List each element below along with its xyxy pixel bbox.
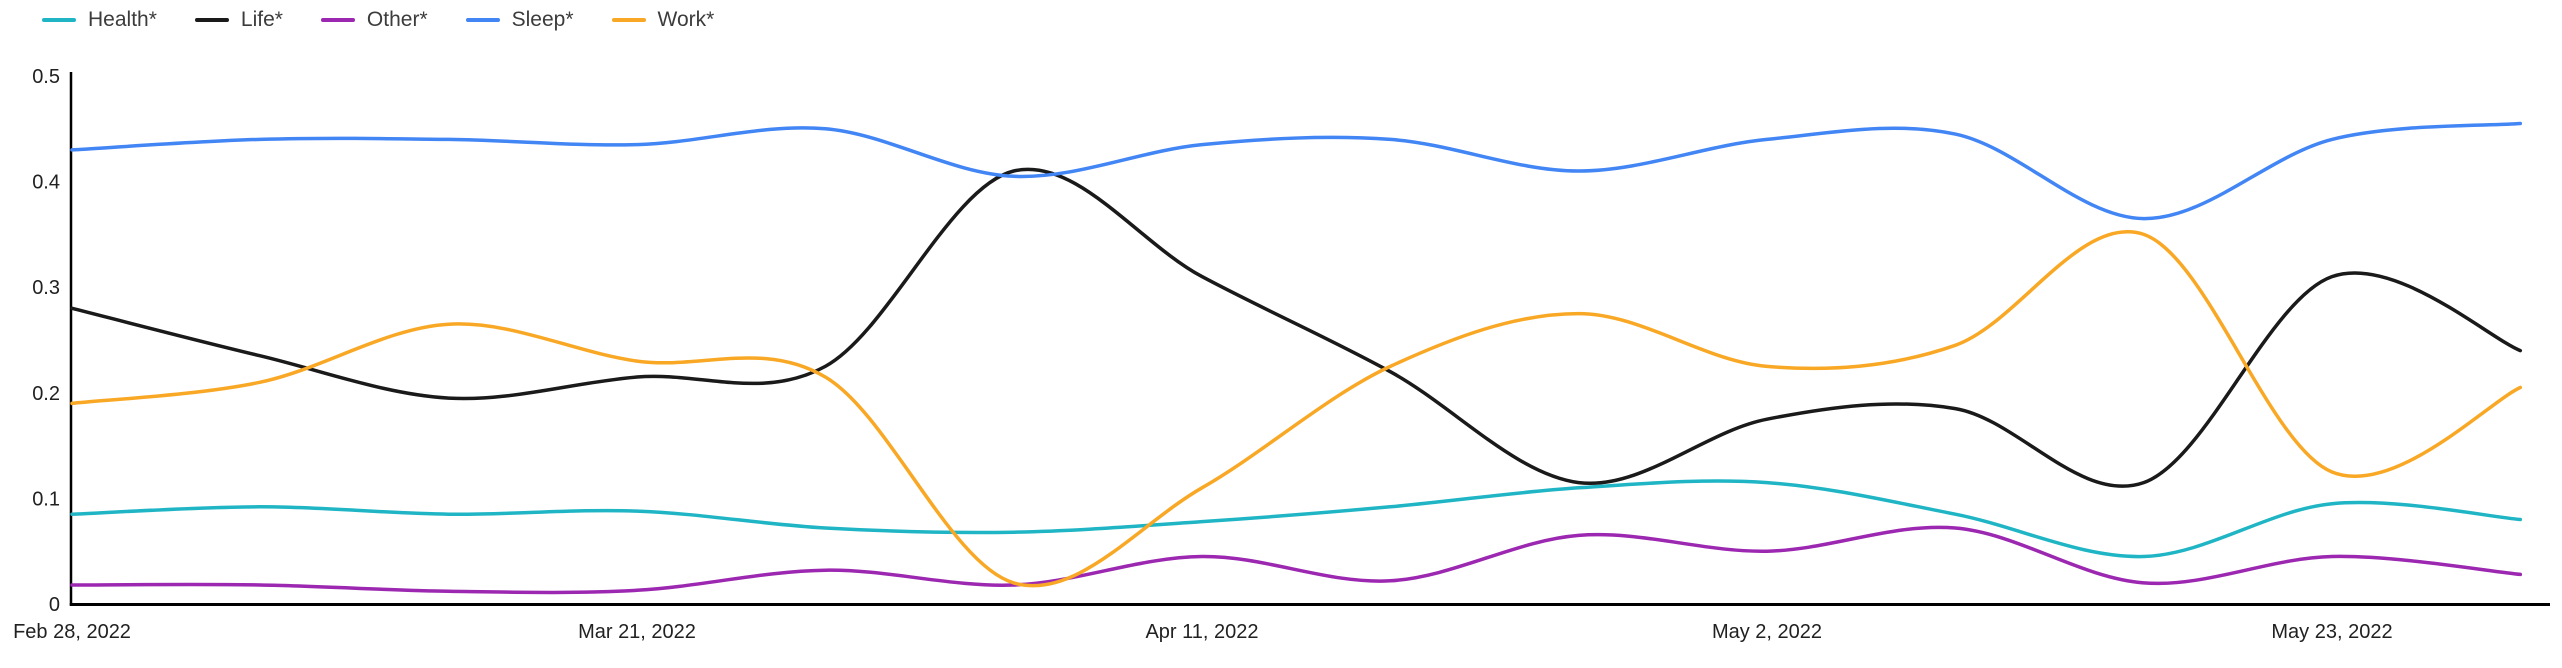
work-line-swatch-icon: [611, 18, 646, 22]
x-tick-label: Feb 28, 2022: [13, 621, 131, 643]
y-tick-label: 0.5: [32, 66, 60, 88]
series-line-life: [70, 167, 2523, 488]
series-line-work: [70, 230, 2523, 588]
y-tick-label: 0.1: [32, 488, 60, 510]
legend-item-health[interactable]: Health*: [42, 8, 157, 32]
legend-label-life: Life*: [240, 8, 283, 31]
legend-label-sleep: Sleep*: [511, 8, 574, 31]
legend-item-work[interactable]: Work*: [611, 8, 715, 32]
life-line-swatch-icon: [194, 18, 229, 22]
x-tick-label: May 23, 2022: [2271, 621, 2392, 643]
legend-label-work: Work*: [657, 8, 715, 31]
y-tick-label: 0.3: [32, 277, 60, 299]
series-line-other: [70, 525, 2523, 595]
legend-item-other[interactable]: Other*: [320, 8, 428, 32]
x-tick-label: May 2, 2022: [1712, 621, 1822, 643]
legend-label-other: Other*: [366, 8, 428, 31]
series-line-sleep: [70, 121, 2523, 221]
x-tick-label: Mar 21, 2022: [578, 621, 696, 643]
legend: Health* Life* Other* Sleep* Work*: [42, 8, 714, 32]
y-tick-label: 0: [49, 594, 60, 616]
x-tick-label: Apr 11, 2022: [1145, 621, 1258, 643]
series-line-health: [70, 479, 2523, 559]
legend-item-sleep[interactable]: Sleep*: [465, 8, 574, 32]
legend-label-health: Health*: [88, 8, 157, 31]
y-tick-label: 0.2: [32, 383, 60, 405]
sleep-line-swatch-icon: [465, 18, 500, 22]
health-line-swatch-icon: [42, 18, 76, 22]
legend-item-life[interactable]: Life*: [194, 8, 283, 32]
other-line-swatch-icon: [320, 18, 355, 22]
y-tick-label: 0.4: [32, 172, 60, 194]
